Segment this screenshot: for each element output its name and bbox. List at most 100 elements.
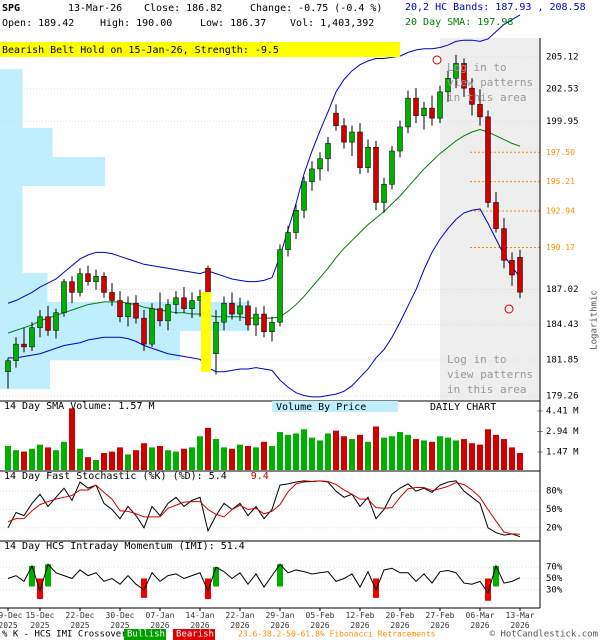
candle-body: [133, 302, 139, 319]
y-tick-label: 30%: [546, 585, 563, 595]
locked-text: view patterns: [447, 368, 533, 381]
x-tick-label: 30-Dec 2025: [106, 611, 135, 630]
candle-body: [269, 321, 275, 333]
imi-signal-bar: [485, 578, 491, 601]
candle-body: [405, 97, 411, 128]
candle-body: [453, 63, 459, 79]
high: High: 190.00: [100, 18, 172, 29]
candle-body: [77, 273, 83, 293]
candle-body: [37, 316, 43, 328]
candle-body: [5, 360, 11, 373]
symbol: SPG: [2, 3, 20, 14]
volume-bar: [149, 447, 155, 470]
volume-bar: [77, 448, 83, 470]
candle-body: [333, 112, 339, 126]
panel-title: 14 Day HCS Intraday Momentum (IMI): 51.4: [4, 541, 245, 552]
x-tick-label: 14-Jan 2026: [186, 611, 215, 630]
volume-bar: [29, 448, 35, 470]
candle-body: [149, 308, 155, 345]
x-tick-label: 06-Mar 2026: [466, 611, 495, 630]
candle-body: [429, 107, 435, 119]
candle-body: [165, 304, 171, 322]
candle-body: [437, 91, 443, 119]
volume-bar: [197, 436, 203, 470]
x-tick-label: 22-Jan 2026: [226, 611, 255, 630]
candle-body: [389, 150, 395, 185]
volume-bar: [381, 437, 387, 470]
candle-body: [293, 210, 299, 233]
open: Open: 189.42: [2, 18, 74, 29]
y-tick-label: 184.43: [546, 320, 579, 330]
volume-bar: [517, 452, 523, 470]
candle-body: [461, 63, 467, 89]
date: 13-Mar-26: [68, 3, 122, 14]
close: Close: 186.82: [144, 3, 222, 14]
locked-text: view patterns: [447, 76, 533, 89]
footer-fibonacci: 23.6-38.2-50-61.8% Fibonacci Retracement…: [238, 630, 436, 639]
volume-bar: [429, 441, 435, 470]
lower-band: [8, 208, 521, 398]
volume-bar: [445, 437, 451, 470]
pattern-banner: Bearish Belt Hold on 15-Jan-26, Strength…: [2, 45, 279, 56]
footer-crossover: % K - HCS IMI Crossover,: [2, 630, 132, 640]
volume-bar: [469, 443, 475, 470]
footer-bearish: Bearish: [176, 630, 214, 640]
candle-body: [349, 131, 355, 143]
peak-marker: [432, 55, 442, 65]
imi-signal-bar: [29, 565, 35, 587]
volume-by-price-bar: [0, 127, 53, 158]
volume-bar: [253, 447, 259, 470]
volume-bar: [357, 434, 363, 470]
panel-title: 14 Day Fast Stochastic (%K) (%D): 5.4: [4, 471, 227, 482]
candle-body: [413, 97, 419, 116]
upper-band: [7, 14, 521, 304]
vbp-label-bg: [272, 401, 398, 412]
volume-bar: [221, 447, 227, 470]
x-tick-label: 22-Dec 2025: [66, 611, 95, 630]
candle-body: [301, 181, 307, 211]
imi-signal-bar: [277, 564, 283, 587]
pattern-highlight: [201, 292, 211, 372]
volume-bar: [477, 444, 483, 470]
x-tick-label: 07-Jan 2026: [146, 611, 175, 630]
volume-bar: [421, 440, 427, 470]
candle-body: [397, 126, 403, 152]
candle-body: [509, 260, 515, 276]
volume-bar: [213, 439, 219, 470]
candle-body: [157, 308, 163, 322]
y-tick-label: 4.41 M: [546, 406, 579, 416]
volume-by-price-bar: [0, 244, 23, 274]
volume-bar: [341, 436, 347, 470]
volume-bar: [189, 447, 195, 470]
bullish-bg: [124, 629, 166, 640]
volume-bar: [21, 451, 27, 470]
volume-bar: [125, 454, 131, 470]
volume-bar: [69, 408, 75, 470]
volume-bar: [349, 439, 355, 470]
footer-bullish: Bullish: [127, 630, 165, 640]
candle-body: [181, 297, 187, 309]
candle-body: [125, 302, 131, 318]
y-tick-label: 181.85: [546, 355, 579, 365]
volume-bar: [333, 430, 339, 470]
y-tick-label: 70%: [546, 563, 563, 573]
candle-body: [253, 313, 259, 326]
y-tick-label: 20%: [546, 523, 563, 533]
candle-body: [93, 276, 99, 282]
x-tick-label: 05-Feb 2026: [306, 611, 335, 630]
candle-body: [237, 305, 243, 315]
candle-body: [365, 146, 371, 168]
candle-body: [285, 232, 291, 250]
volume-bar: [61, 441, 67, 470]
volume-bar: [453, 440, 459, 470]
locked-text: Log in to: [447, 353, 507, 366]
volume-bar: [509, 447, 515, 470]
volume-bar: [317, 440, 323, 470]
y-tick-label: 1.47 M: [546, 448, 579, 458]
volume-bar: [461, 439, 467, 470]
candle-body: [109, 292, 115, 301]
candle-body: [325, 143, 331, 159]
x-tick-label: 12-Feb 2026: [346, 611, 375, 630]
low-marker: [504, 304, 514, 314]
